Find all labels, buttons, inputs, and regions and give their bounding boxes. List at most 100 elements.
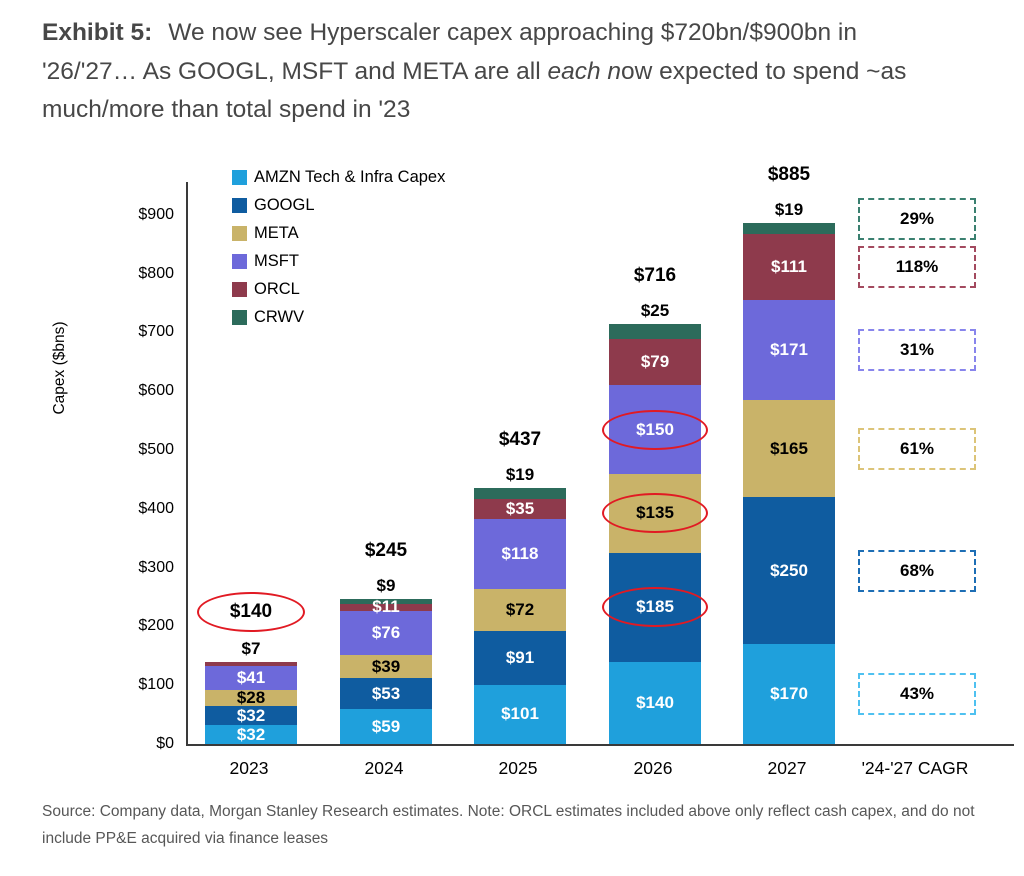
x-tick-label: 2027 [767,758,807,778]
bar-segment: $11 [340,597,432,616]
above-bar-label: $19 [774,200,804,220]
above-bar-label: $7 [241,638,261,658]
legend-swatch-icon [232,281,247,297]
legend-label: AMZN Tech & Infra Capex [254,167,446,186]
bar-segment [205,661,297,666]
legend-label: ORCL [254,279,300,298]
segment-value-label: $101 [501,704,539,724]
title-line2-post: ow expected to spend ~as [621,57,907,85]
cagr-box-amzn: 43% [858,673,976,716]
bar-segment: $32 [205,725,297,744]
bar-segment [474,487,566,499]
y-tick-label: $100 [138,676,174,694]
x-tick-label-cagr: '24-'27 CAGR [861,758,969,778]
segment-value-label: $39 [371,656,401,676]
bar-segment: $171 [743,299,835,401]
highlight-ellipse [602,493,708,534]
title-line3: much/more than total spend in '23 [42,96,411,123]
y-tick-label: $600 [138,382,174,400]
y-tick-label: $900 [138,205,174,223]
bar-segment [609,324,701,339]
y-tick-label: $300 [138,558,174,576]
plot-area: $32 $32 $28 $41 $7 $140 $59 $53 $39 $76 $11 $9 $245 $… [186,164,1014,746]
bar-total-label: $245 [364,539,408,561]
legend: AMZN Tech & Infra Capex GOOGL META MSFT ORCL… [232,163,445,331]
segment-value-label: $91 [505,647,535,667]
above-bar-label: $25 [640,301,670,321]
title-line2-italic: each n [547,57,622,85]
bar-total-label: $140 [197,591,305,632]
cagr-box-googl: 68% [858,549,976,592]
bar-total-label: $437 [498,428,542,450]
legend-item: AMZN Tech & Infra Capex [232,163,445,191]
bar-2027: $170 $250 $165 $171 $111 $19 $885 [743,164,835,744]
above-bar-label: $9 [376,575,396,595]
segment-value-label: $79 [640,352,670,372]
bar-total-label: $885 [767,164,811,186]
legend-label: META [254,223,299,242]
segment-value-label: $72 [505,599,535,619]
bar-2025: $101 $91 $72 $118 $35 $19 $437 [474,429,566,744]
bar-segment: $72 [474,588,566,632]
segment-value-label: $35 [505,499,535,519]
segment-value-label: $32 [236,724,266,744]
legend-swatch-icon [232,197,247,213]
cagr-box-orcl: 118% [858,245,976,288]
above-bar-label: $19 [505,464,535,484]
bar-segment: $140 [609,661,701,744]
bar-segment: $150 [602,385,708,474]
bar-segment: $135 [602,473,708,553]
segment-value-label: $59 [371,716,401,736]
y-tick-label: $700 [138,323,174,341]
y-tick-label: $500 [138,441,174,459]
y-tick-label: $800 [138,264,174,282]
bar-segment: $28 [205,688,297,707]
highlight-ellipse [602,409,708,450]
highlight-ellipse [602,587,708,628]
segment-value-label: $11 [372,597,400,617]
y-tick-label: $0 [156,735,174,752]
legend-label: CRWV [254,307,305,326]
legend-item: MSFT [232,247,445,275]
bar-segment: $170 [743,644,835,744]
bar-segment: $76 [340,610,432,656]
segment-value-label: $76 [371,622,401,642]
x-tick-label: 2024 [364,758,404,778]
legend-label: MSFT [254,251,299,270]
title-line2-pre: '26/'27… As GOOGL, MSFT and META are all [42,57,548,85]
bar-segment: $35 [474,498,566,520]
legend-swatch-icon [232,309,247,325]
bar-2026: $140 $185 $135 $150 $79 $25 $716 [602,265,708,744]
exhibit-number: Exhibit 5: [42,19,153,46]
legend-label: GOOGL [254,195,315,214]
bar-segment: $39 [340,655,432,679]
bar-segment: $118 [474,519,566,589]
legend-swatch-icon [232,253,247,269]
bar-segment: $79 [609,338,701,386]
bar-total-label: $716 [633,265,677,287]
segment-value-label: $171 [770,339,808,359]
segment-value-label: $170 [770,684,808,704]
x-tick-label: 2025 [498,758,538,778]
bar-2023: $32 $32 $28 $41 $7 $140 [197,591,305,744]
legend-item: META [232,219,445,247]
bar-segment: $250 [743,497,835,645]
title-line1: We now see Hyperscaler capex approaching… [168,19,857,46]
bar-segment: $111 [743,234,835,300]
segment-value-label: $32 [236,705,266,725]
bar-segment: $101 [474,684,566,744]
y-tick-label: $400 [138,499,174,517]
legend-item: GOOGL [232,191,445,219]
x-tick-label: 2023 [229,758,269,778]
capex-stacked-bar-chart: Capex ($bns) $0 $100 $200 $300 $400 $500 $600 $… [0,150,1024,790]
exhibit-title: Exhibit 5: We now see Hyperscaler capex a… [42,14,987,130]
y-axis-title: Capex ($bns) [51,321,68,415]
cagr-box-meta: 61% [858,427,976,470]
legend-item: ORCL [232,275,445,303]
bar-segment: $165 [743,400,835,498]
segment-value-label: $140 [636,692,674,712]
segment-value-label: $41 [236,667,266,687]
bar-segment: $59 [340,709,432,744]
segment-value-label: $111 [771,256,807,276]
cagr-box-crwv: 29% [858,197,976,240]
